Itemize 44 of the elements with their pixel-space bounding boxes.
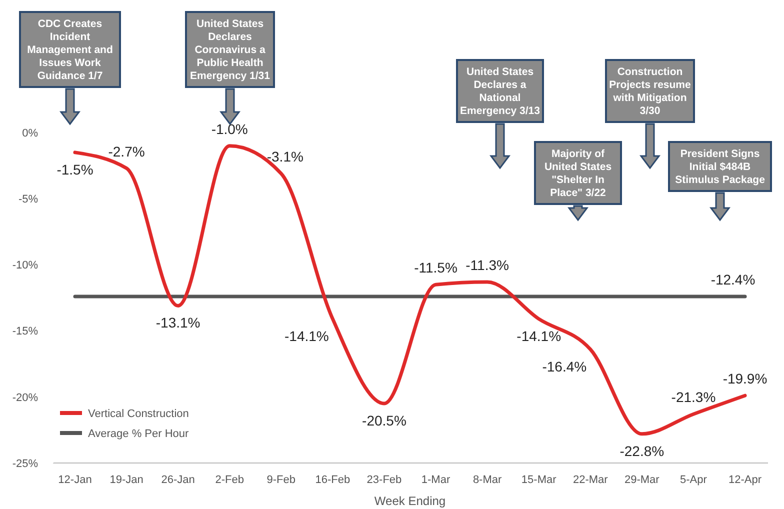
- data-label: -11.5%: [414, 260, 458, 276]
- text: United States Declares Coronavirus a Public Health Emergency 1/31: [190, 18, 270, 82]
- data-label: -12.4%: [710, 271, 756, 288]
- data-label: -11.3%: [466, 256, 509, 273]
- x-tick-label: 1-Mar: [421, 474, 450, 486]
- data-label: -3.1%: [266, 148, 304, 165]
- y-tick-label: -5%: [18, 194, 38, 206]
- x-tick-label: 12-Apr: [728, 474, 762, 486]
- data-label: -2.7%: [108, 143, 145, 160]
- x-tick-label: 23-Feb: [366, 474, 402, 486]
- y-tick-label: -10%: [12, 260, 38, 272]
- x-tick-label: 19-Jan: [110, 474, 144, 486]
- data-label: -20.5%: [362, 412, 406, 429]
- y-tick-label: 0%: [22, 127, 38, 140]
- data-label: -1.5%: [56, 161, 94, 178]
- text: Construction Projects resume with Mitigation 3/30: [609, 66, 692, 117]
- x-tick-label: 12-Jan: [58, 474, 92, 486]
- data-label: -14.1%: [284, 328, 329, 344]
- x-axis-title: Week Ending: [374, 494, 446, 508]
- data-label: -16.4%: [542, 358, 587, 374]
- data-label: -1.0%: [211, 120, 248, 137]
- annotation: President Signs Initial $484B Stimulus Package: [675, 148, 766, 186]
- data-label: -14.1%: [516, 328, 562, 344]
- x-tick-label: 16-Feb: [315, 474, 350, 486]
- annotation: Majority of United States "Shelter In Place" 3/22: [544, 148, 612, 199]
- data-label: -21.3%: [671, 389, 716, 406]
- x-tick-label: 26-Jan: [161, 474, 195, 486]
- x-tick-label: 2-Feb: [215, 474, 244, 486]
- legend-label: Average % Per Hour: [88, 428, 190, 440]
- x-tick-label: 29-Mar: [624, 474, 660, 486]
- x-tick-label: 5-Apr: [680, 474, 708, 486]
- x-tick-label: 8-Mar: [472, 474, 502, 486]
- y-tick-label: -15%: [12, 326, 38, 338]
- x-tick-label: 15-Mar: [521, 474, 557, 486]
- text: CDC Creates Incident Management and Issues Work Guidance 1/7: [27, 18, 113, 82]
- legend-label: Vertical Construction: [88, 408, 189, 420]
- data-label: -13.1%: [156, 314, 200, 331]
- text: United States Declares a National Emergency 3/13: [460, 66, 540, 117]
- y-tick-label: -25%: [12, 458, 38, 470]
- x-tick-label: 22-Mar: [572, 474, 608, 486]
- data-label: -22.8%: [620, 442, 664, 459]
- y-tick-label: -20%: [12, 392, 38, 404]
- data-label: -19.9%: [722, 370, 768, 387]
- x-tick-label: 9-Feb: [266, 474, 296, 486]
